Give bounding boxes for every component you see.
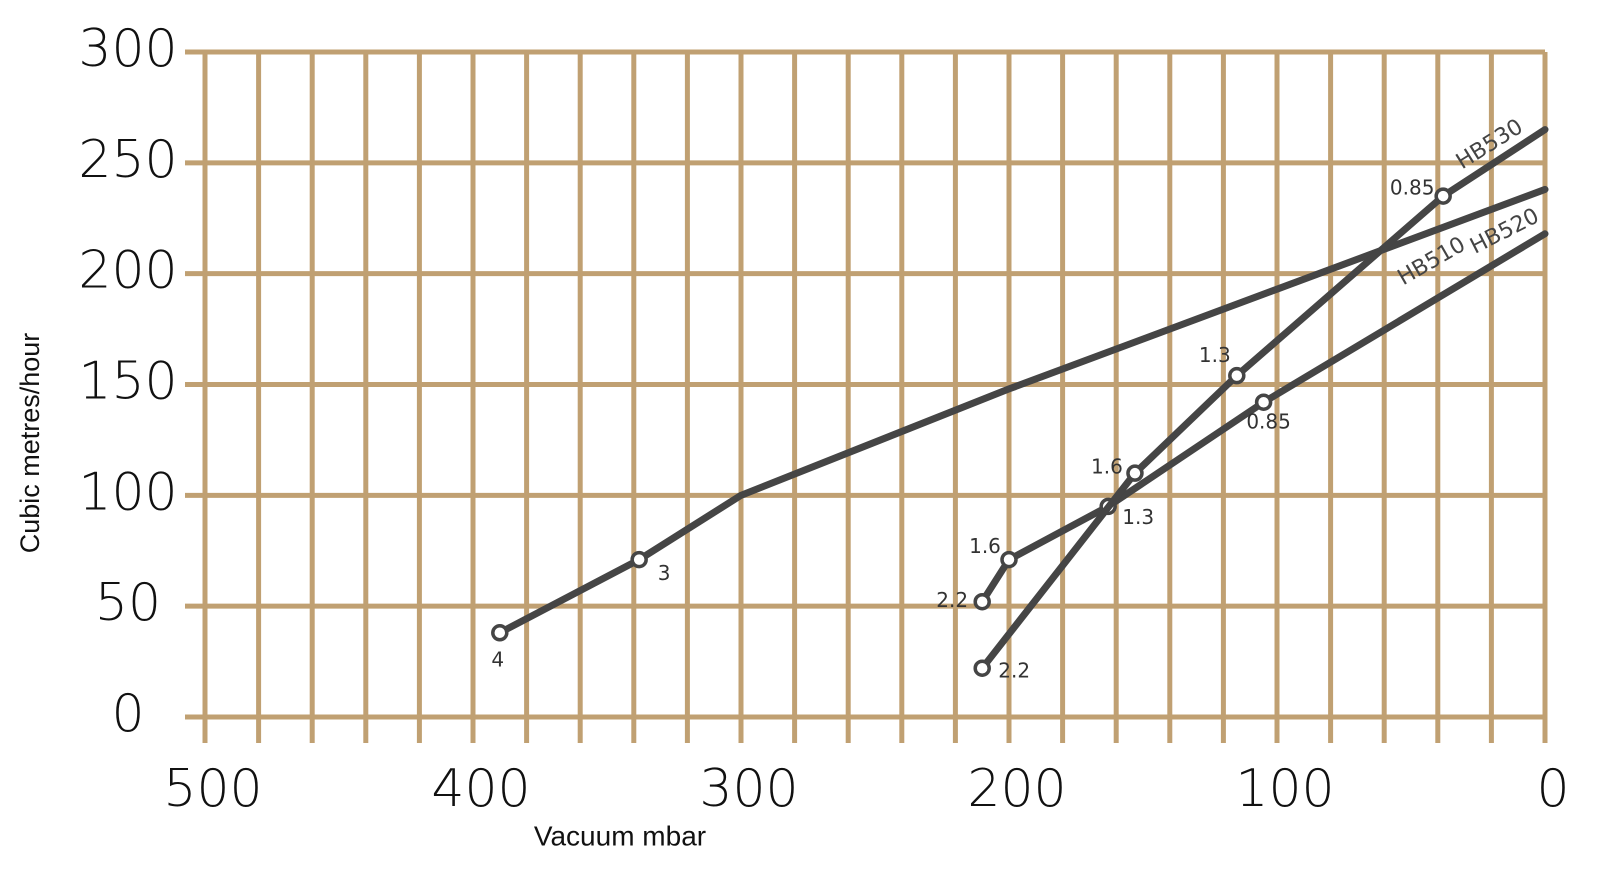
point-label: 0.85 <box>1246 410 1291 434</box>
point-marker <box>1254 393 1273 411</box>
series-line <box>496 185 1549 637</box>
point-marker <box>1434 187 1452 205</box>
y-tick-label: 250 <box>78 130 177 190</box>
point-label: 2.2 <box>936 588 968 612</box>
point-marker <box>1000 550 1018 569</box>
x-tick-label: 400 <box>431 759 530 819</box>
y-tick-label: 50 <box>95 573 161 633</box>
x-tick-label: 300 <box>699 759 798 819</box>
point-label: 4 <box>491 647 504 671</box>
x-tick-label: 500 <box>163 759 262 819</box>
point-marker <box>973 592 991 611</box>
y-tick-label: 300 <box>78 19 177 79</box>
point-label: 0.85 <box>1390 176 1435 200</box>
x-tick-label: 100 <box>1235 759 1334 819</box>
point-marker <box>1126 464 1144 482</box>
point-marker <box>630 550 648 569</box>
x-tick-label: 200 <box>967 759 1066 819</box>
y-tick-label: 100 <box>78 462 177 522</box>
point-marker <box>973 659 991 677</box>
point-label: 1.6 <box>1091 455 1123 479</box>
y-tick-label: 150 <box>78 352 177 412</box>
point-marker <box>1228 366 1246 385</box>
y-tick-label: 200 <box>78 241 177 301</box>
point-marker <box>491 624 509 642</box>
point-label: 1.3 <box>1122 505 1154 529</box>
y-axis-title: Cubic metres/hour <box>15 333 45 554</box>
point-label: 1.3 <box>1199 343 1231 367</box>
x-axis-title: Vacuum mbar <box>534 820 706 851</box>
x-tick-label: 0 <box>1536 759 1569 819</box>
point-label: 3 <box>658 561 671 585</box>
point-label: 1.6 <box>969 534 1001 558</box>
y-tick-label: 0 <box>111 684 144 744</box>
point-label: 2.2 <box>998 659 1030 683</box>
